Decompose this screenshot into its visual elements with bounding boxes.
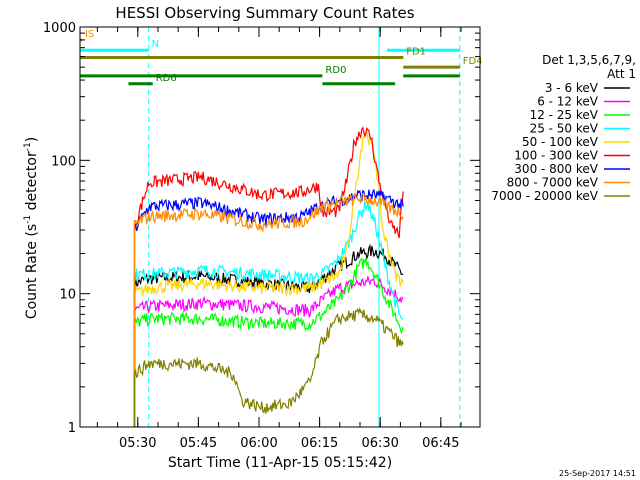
x-axis-label: Start Time (11-Apr-15 05:15:42) [168,455,392,471]
series-line [133,188,404,427]
x-tick-label: 06:45 [422,436,459,451]
y-axis-label: Count Rate (s-1 detector-1) [23,137,40,319]
y-tick-label: 10 [59,288,76,303]
legend-label: 7000 - 20000 keV [491,189,598,203]
legend-label: 800 - 7000 keV [507,176,599,190]
state-bar-label: N [152,39,159,50]
y-axis-label-main: Count Rate (s [24,224,40,319]
y-tick-label: 1 [68,421,76,436]
legend-header-2: Att 1 [607,67,636,81]
y-tick-label: 1000 [43,21,76,36]
series-line [133,307,404,427]
y-axis-label-end: ) [24,137,40,142]
x-tick-label: 05:30 [119,436,156,451]
state-bar-label: FD4 [463,56,483,67]
series-line [133,243,404,427]
series-line [133,192,404,427]
series-line [133,130,404,427]
state-bar-label: FD1 [406,47,426,58]
plot-area: IS N FD1 FD4 RD0 RD6 [79,27,483,427]
timestamp: 25-Sep-2017 14:51 [559,469,636,478]
legend-label: 100 - 300 keV [514,149,598,163]
y-axis-label-sup2: -1 [23,142,33,151]
legend-label: 50 - 100 keV [522,135,599,149]
state-bar-label: IS [85,29,94,40]
legend-label: 25 - 50 keV [530,122,599,136]
legend-label: 6 - 12 keV [537,95,599,109]
chart-title: HESSI Observing Summary Count Rates [115,4,414,22]
state-bar-label: RD0 [325,65,346,76]
y-axis: 1 10 100 1000 [43,21,480,436]
y-axis-label-mid: detector [24,151,40,215]
x-tick-label: 06:15 [301,436,338,451]
y-tick-label: 100 [51,154,76,169]
x-axis: 05:30 05:45 06:00 06:15 06:30 06:45 [96,27,462,451]
series-line [133,126,404,427]
series-line [133,257,404,427]
state-bar-label: RD6 [156,73,177,84]
legend-label: 12 - 25 keV [530,108,599,122]
legend-label: 300 - 800 keV [514,162,598,176]
series-line [133,200,404,427]
x-tick-label: 05:45 [180,436,217,451]
legend-label: 3 - 6 keV [545,81,599,95]
plot-frame [79,26,481,428]
legend-header-1: Det 1,3,5,6,7,9, [542,53,636,67]
x-tick-label: 06:30 [361,436,398,451]
x-tick-label: 06:00 [240,436,277,451]
series-line [133,276,404,427]
y-axis-label-sup1: -1 [23,215,33,224]
